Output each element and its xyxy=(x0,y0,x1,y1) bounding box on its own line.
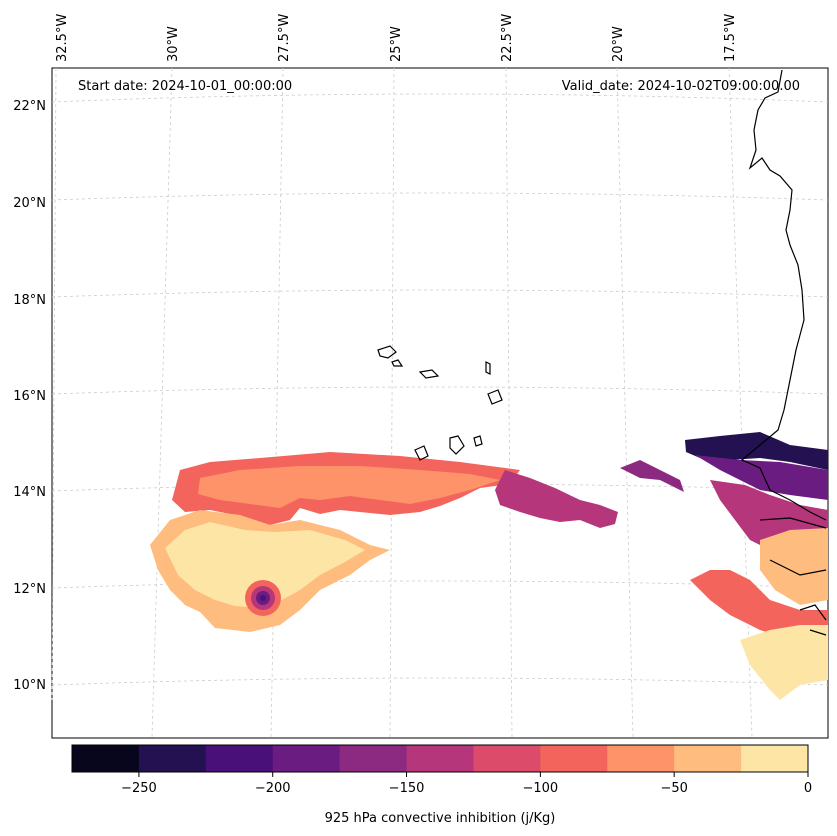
gridline-lat xyxy=(51,386,829,395)
gridline-lat xyxy=(51,483,829,492)
lat-tick-label: 20°N xyxy=(13,196,46,211)
island xyxy=(487,389,503,405)
gridline-lat xyxy=(51,93,829,103)
colorbar-tick-label: −250 xyxy=(121,781,157,796)
lon-tick-label: 17.5°W xyxy=(723,14,738,62)
gridline-lat xyxy=(51,677,829,686)
coastlines xyxy=(377,69,827,636)
cin-contour xyxy=(165,522,365,608)
lon-tick-label: 32.5°W xyxy=(55,14,70,62)
colorbar-swatch xyxy=(339,745,408,772)
colorbar-tick-label: −100 xyxy=(523,781,559,796)
gridline-lon xyxy=(151,67,173,739)
colorbar-swatch xyxy=(138,745,207,772)
cin-patch-coastal xyxy=(685,432,828,470)
gridline-lat xyxy=(51,289,829,298)
colorbar-tick-label: −150 xyxy=(389,781,425,796)
lon-tick-label: 22.5°W xyxy=(500,14,515,62)
lon-tick-label: 30°W xyxy=(166,26,181,62)
lat-tick-label: 14°N xyxy=(13,485,46,500)
lon-tick-label: 27.5°W xyxy=(277,14,292,62)
cin-contour xyxy=(198,466,500,508)
cin-patch-coastal xyxy=(740,625,828,700)
colorbar-label: 925 hPa convective inhibition (j/Kg) xyxy=(325,811,556,826)
colorbar: −250 −200 −150 −100 −50 0 925 hPa convective … xyxy=(71,744,812,826)
cin-low-core xyxy=(260,595,266,601)
map-panel: Start date: 2024-10-01_00:00:00 Valid_da… xyxy=(13,14,829,739)
colorbar-swatch xyxy=(272,745,341,772)
gridline-lon xyxy=(728,67,753,739)
gridline-lon xyxy=(616,67,634,739)
island xyxy=(414,445,429,461)
cin-patch-coastal xyxy=(760,528,828,605)
island xyxy=(418,369,440,379)
colorbar-swatch xyxy=(674,745,742,772)
coastline-gambia xyxy=(759,517,827,529)
lon-tick-label: 20°W xyxy=(611,26,626,62)
gridline-lon xyxy=(505,67,513,739)
lat-tick-label: 22°N xyxy=(13,99,46,114)
colorbar-swatches xyxy=(72,745,809,772)
island xyxy=(449,435,465,455)
colorbar-swatch xyxy=(741,745,809,772)
valid-date-label: Valid_date: 2024-10-02T09:00:00.00 xyxy=(562,79,800,94)
lat-tick-label: 10°N xyxy=(13,678,46,693)
map-frame xyxy=(51,67,829,739)
colorbar-swatch xyxy=(540,745,608,772)
coastline-africa xyxy=(740,69,827,521)
coastline-guinea-bissau xyxy=(769,559,827,636)
colorbar-swatch xyxy=(72,745,140,772)
gridline-lon xyxy=(389,67,395,739)
colorbar-tick-label: 0 xyxy=(804,781,812,796)
colorbar-tick-label: −50 xyxy=(660,781,687,796)
lat-tick-label: 12°N xyxy=(13,582,46,597)
colorbar-frame xyxy=(71,744,809,773)
lat-tick-label: 18°N xyxy=(13,293,46,308)
gridline-lat xyxy=(51,580,829,589)
colorbar-swatch xyxy=(473,745,541,772)
island xyxy=(377,345,397,359)
gridline-lat xyxy=(51,192,829,201)
colorbar-tick-label: −200 xyxy=(255,781,291,796)
island xyxy=(473,435,483,447)
cin-band-central xyxy=(620,460,684,492)
colorbar-swatch xyxy=(607,745,675,772)
colorbar-swatch xyxy=(406,745,474,772)
island xyxy=(485,361,491,375)
lon-tick-label: 25°W xyxy=(389,26,404,62)
lat-tick-label: 16°N xyxy=(13,389,46,404)
island xyxy=(391,359,404,367)
colorbar-swatch xyxy=(205,745,274,772)
start-date-label: Start date: 2024-10-01_00:00:00 xyxy=(78,79,292,94)
colorbar-ticks: −250 −200 −150 −100 −50 0 xyxy=(121,772,812,796)
cin-band-central xyxy=(495,470,618,528)
cin-patch-coastal xyxy=(690,570,828,640)
cin-patch-coastal xyxy=(695,455,828,500)
